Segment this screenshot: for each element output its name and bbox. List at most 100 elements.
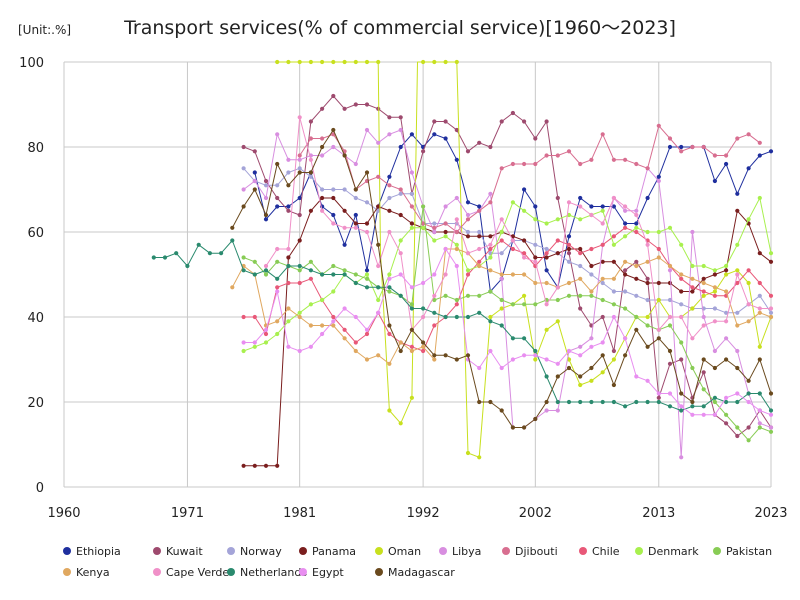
data-point — [398, 340, 403, 345]
legend-marker — [227, 568, 235, 576]
legend-item-panama: Panama — [299, 545, 356, 558]
data-point — [656, 255, 661, 260]
data-point — [544, 255, 549, 260]
data-point — [275, 319, 280, 324]
data-point — [735, 365, 740, 371]
data-point — [679, 144, 684, 150]
data-point — [297, 153, 302, 158]
data-point — [544, 268, 549, 273]
data-point — [768, 293, 774, 298]
data-point — [499, 306, 504, 311]
data-point — [522, 238, 527, 243]
data-point — [589, 336, 594, 341]
data-point — [353, 225, 358, 230]
data-point — [488, 314, 493, 320]
legend-item-djibouti: Djibouti — [502, 545, 558, 558]
data-point — [667, 361, 673, 366]
legend-marker — [299, 568, 307, 576]
data-point — [589, 344, 594, 349]
data-point — [196, 242, 201, 247]
x-tick-label: 1971 — [171, 506, 204, 521]
data-point — [353, 161, 358, 167]
data-point — [667, 297, 673, 303]
data-point — [522, 425, 527, 430]
data-point — [544, 357, 549, 362]
data-point — [735, 348, 740, 354]
data-point — [712, 289, 718, 294]
data-point — [421, 149, 426, 154]
data-point — [488, 319, 493, 324]
data-point — [308, 323, 313, 328]
data-point — [533, 302, 538, 307]
data-point — [623, 234, 628, 239]
data-point — [533, 242, 538, 247]
data-point — [701, 293, 706, 298]
data-point — [286, 170, 291, 175]
data-point — [275, 59, 280, 65]
data-point — [768, 391, 774, 396]
data-point — [308, 208, 313, 213]
legend-marker — [153, 568, 161, 576]
data-point — [724, 399, 729, 405]
data-point — [578, 263, 583, 269]
data-point — [263, 178, 269, 184]
data-point — [387, 229, 392, 235]
data-point — [353, 272, 358, 277]
data-point — [746, 438, 751, 443]
legend-marker — [713, 547, 721, 555]
data-point — [432, 229, 437, 235]
data-point — [735, 310, 740, 315]
data-point — [364, 357, 370, 362]
data-point — [376, 310, 381, 315]
data-point — [398, 238, 403, 243]
data-point — [465, 353, 471, 358]
data-point — [297, 170, 302, 175]
data-point — [297, 263, 302, 269]
data-point — [690, 276, 695, 281]
data-point — [252, 170, 257, 175]
data-point — [600, 276, 605, 281]
data-point — [701, 387, 706, 392]
data-point — [555, 153, 560, 158]
data-point — [308, 302, 313, 307]
legend-marker — [227, 547, 235, 555]
data-point — [634, 225, 639, 230]
data-point — [566, 246, 572, 252]
data-point — [566, 280, 572, 286]
data-point — [488, 234, 493, 239]
data-point — [701, 280, 706, 286]
x-tick-label: 1960 — [47, 506, 80, 521]
data-point — [634, 276, 639, 281]
data-point — [387, 276, 392, 281]
legend-marker — [63, 568, 71, 576]
data-point — [387, 195, 392, 201]
data-point — [331, 144, 336, 150]
data-point — [465, 149, 471, 154]
legend-item-kuwait: Kuwait — [153, 545, 203, 558]
data-point — [667, 404, 673, 409]
data-point — [443, 272, 448, 277]
data-point — [522, 161, 527, 167]
data-point — [488, 399, 493, 405]
data-point — [286, 204, 291, 209]
data-point — [701, 289, 706, 294]
data-point — [701, 412, 706, 417]
data-point — [757, 195, 762, 201]
data-point — [297, 212, 302, 218]
data-point — [566, 149, 572, 154]
data-point — [623, 225, 628, 230]
data-point — [656, 123, 661, 128]
series-libya — [241, 127, 774, 460]
data-point — [376, 297, 381, 303]
data-point — [623, 353, 628, 358]
data-point — [589, 263, 594, 269]
series-line-chile — [243, 227, 772, 352]
data-point — [342, 327, 347, 332]
data-point — [634, 314, 639, 320]
series-ethiopia — [252, 132, 774, 294]
data-point — [679, 314, 684, 320]
data-point — [409, 225, 414, 230]
data-point — [611, 276, 617, 281]
data-point — [297, 59, 302, 65]
